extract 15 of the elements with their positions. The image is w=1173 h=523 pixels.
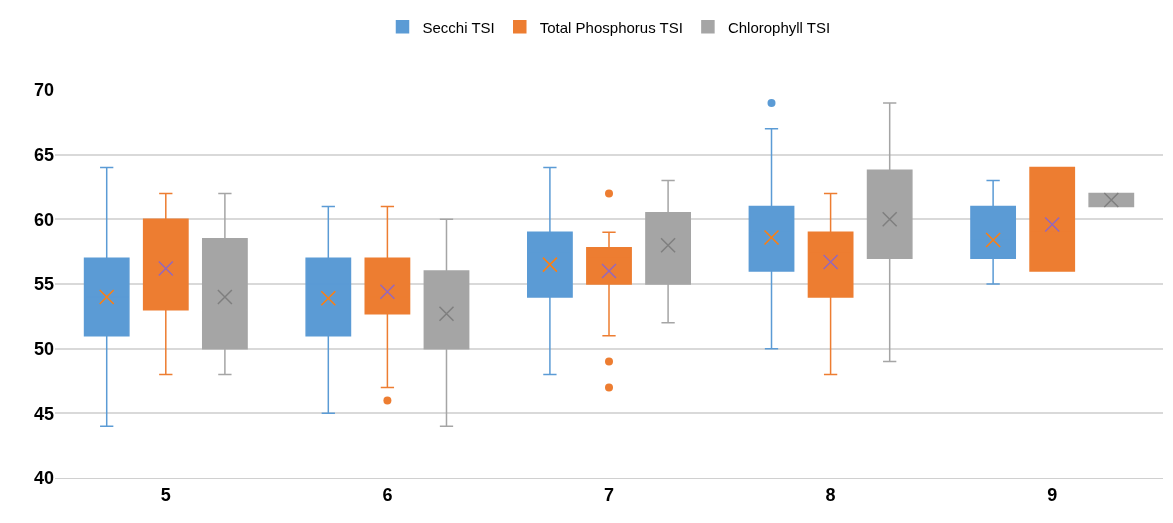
legend-label: Chlorophyll TSI xyxy=(727,18,831,36)
y-tick-label: 40 xyxy=(33,468,54,489)
legend-label: Total Phosphorus TSI xyxy=(539,18,683,36)
y-tick-label: 70 xyxy=(33,80,54,101)
x-tick-label: 5 xyxy=(160,484,171,505)
y-tick-label: 55 xyxy=(33,274,54,295)
legend-label: Secchi TSI xyxy=(422,18,495,36)
x-tick-label: 6 xyxy=(382,484,393,505)
x-tick-label: 7 xyxy=(603,484,615,505)
y-tick-label: 45 xyxy=(33,403,54,424)
x-tick-label: 8 xyxy=(825,484,836,505)
y-tick-label: 65 xyxy=(33,144,54,165)
x-tick-label: 9 xyxy=(1047,484,1058,505)
y-tick-label: 50 xyxy=(33,338,54,359)
y-tick-label: 60 xyxy=(33,209,54,230)
